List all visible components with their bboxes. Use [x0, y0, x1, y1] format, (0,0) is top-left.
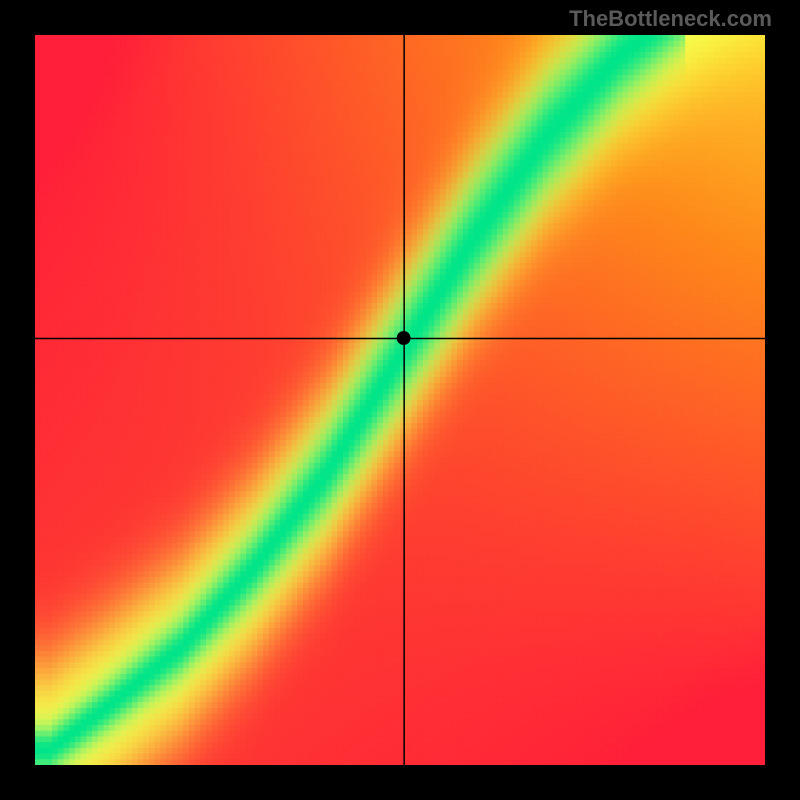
- watermark-text: TheBottleneck.com: [569, 6, 772, 32]
- heatmap-canvas: [35, 35, 765, 765]
- chart-container: TheBottleneck.com: [0, 0, 800, 800]
- heatmap-plot: [35, 35, 765, 765]
